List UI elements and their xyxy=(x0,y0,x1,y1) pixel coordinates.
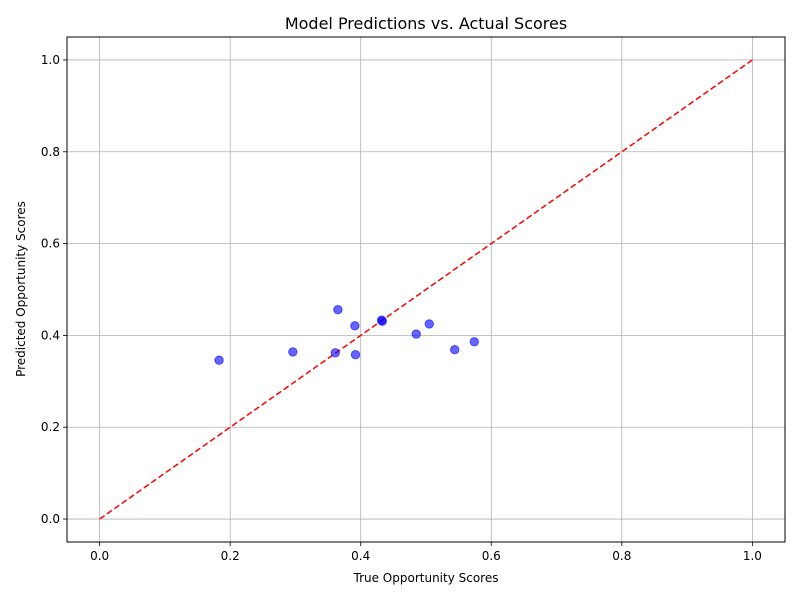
data-point xyxy=(377,316,387,326)
data-point xyxy=(350,349,361,360)
data-points xyxy=(214,305,480,365)
y-tick-label: 0.4 xyxy=(41,328,60,342)
x-axis-ticks: 0.0 0.2 0.4 0.6 0.8 1.0 xyxy=(90,542,762,563)
data-point xyxy=(350,321,360,331)
x-tick-label: 0.8 xyxy=(612,549,631,563)
data-point xyxy=(469,337,480,347)
y-tick-label: 0.2 xyxy=(41,420,60,434)
reference-line-group xyxy=(99,59,753,520)
data-point xyxy=(214,355,224,365)
y-tick-label: 0.0 xyxy=(41,512,60,526)
data-point xyxy=(411,329,421,339)
grid xyxy=(67,37,785,542)
y-axis-label: Predicted Opportunity Scores xyxy=(14,201,28,377)
reference-line xyxy=(99,59,753,520)
x-tick-label: 0.6 xyxy=(482,549,501,563)
y-tick-label: 0.8 xyxy=(41,145,60,159)
x-tick-label: 0.4 xyxy=(351,549,370,563)
x-axis-label: True Opportunity Scores xyxy=(353,571,499,585)
y-tick-label: 1.0 xyxy=(41,53,60,67)
data-point xyxy=(424,319,434,329)
data-point xyxy=(450,344,460,355)
x-tick-label: 0.2 xyxy=(221,549,240,563)
data-point xyxy=(330,348,340,358)
y-axis-ticks: 0.0 0.2 0.4 0.6 0.8 1.0 xyxy=(41,53,67,526)
data-point xyxy=(333,305,343,315)
x-tick-label: 0.0 xyxy=(90,549,109,563)
y-tick-label: 0.6 xyxy=(41,237,60,251)
data-point xyxy=(288,347,298,357)
plot-frame xyxy=(66,36,786,543)
x-tick-label: 1.0 xyxy=(743,549,762,563)
chart-title: Model Predictions vs. Actual Scores xyxy=(285,14,567,33)
